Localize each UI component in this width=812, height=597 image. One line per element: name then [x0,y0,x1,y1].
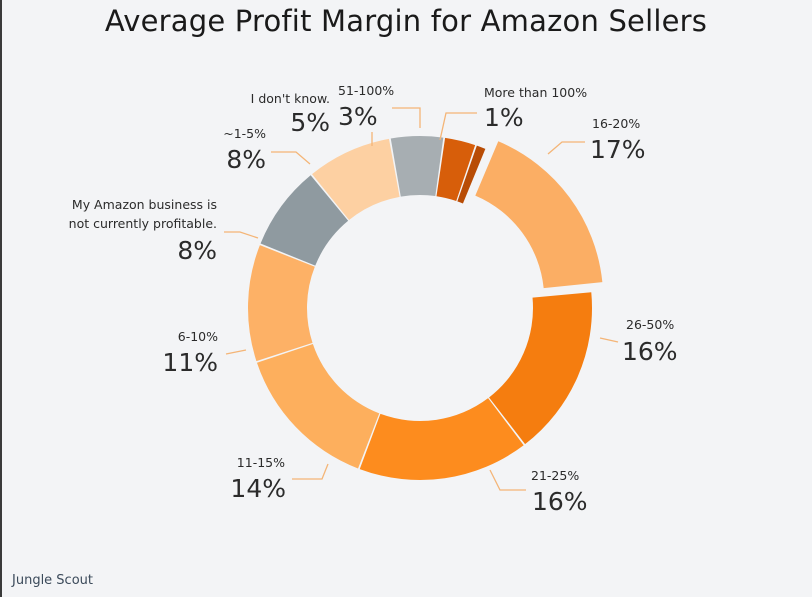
slice-category-label-7: My Amazon business is not currently profi… [69,197,217,231]
slice-category-label-10: 51-100% [338,83,394,98]
leader-line-5 [292,463,329,480]
leader-line-3 [599,337,619,343]
slice-category-label-2: 16-20% [592,116,640,131]
left-edge-border [0,0,2,597]
slice-category-label-6: 6-10% [178,329,218,344]
slice-labels: More than 100% 1% 16-20% 17% 26-50% 16% 21-25%… [69,83,678,516]
slice-category-label-4: 21-25% [531,468,579,483]
leader-line-6 [225,349,247,355]
slice-3 [489,292,592,445]
slice-2 [475,141,603,289]
chart-title: Average Profit Margin for Amazon Sellers [104,4,708,38]
leader-line-2 [547,141,585,155]
slice-value-label-2: 17% [590,135,646,164]
slice-value-label-1: 1% [484,103,524,132]
slice-1 [457,145,486,204]
slice-value-label-10: 3% [338,102,378,131]
slice-value-label-8: 8% [226,145,266,174]
slice-value-label-9: 5% [290,108,330,137]
brand-label: Jungle Scout [12,573,93,588]
leader-line-4 [489,469,526,491]
donut-slices [247,136,603,480]
slice-8 [312,138,400,221]
slice-category-label-8: ~1-5% [223,126,266,141]
slice-category-label-3: 26-50% [626,317,674,332]
slice-value-label-6: 11% [162,348,218,377]
slice-value-label-5: 14% [230,474,286,503]
slice-7 [260,175,349,266]
slice-10 [436,137,476,201]
slice-category-label-9: I don't know. [251,91,330,106]
leader-line-10 [392,107,421,128]
leader-line-7 [224,231,259,239]
slice-value-label-7: 8% [177,236,217,265]
leader-line-1 [439,112,477,141]
slice-value-label-4: 16% [532,487,588,516]
slice-6 [247,245,315,362]
slice-4 [359,398,524,480]
leader-line-8 [271,151,311,165]
slice-category-label-5: 11-15% [237,455,285,470]
slice-category-label-1: More than 100% [484,85,587,100]
slice-5 [256,343,380,469]
slice-value-label-3: 16% [622,337,678,366]
slice-9 [390,136,444,197]
